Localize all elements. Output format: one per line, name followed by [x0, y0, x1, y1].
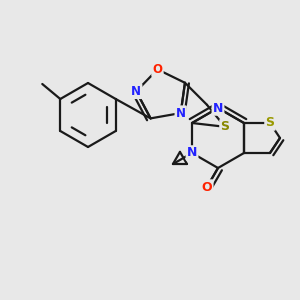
Text: O: O	[202, 181, 212, 194]
Text: N: N	[187, 146, 197, 160]
Text: O: O	[152, 63, 163, 76]
Text: N: N	[131, 85, 141, 98]
Text: N: N	[176, 106, 186, 120]
Text: S: S	[266, 116, 274, 130]
Text: N: N	[213, 101, 223, 115]
Text: S: S	[220, 120, 230, 133]
